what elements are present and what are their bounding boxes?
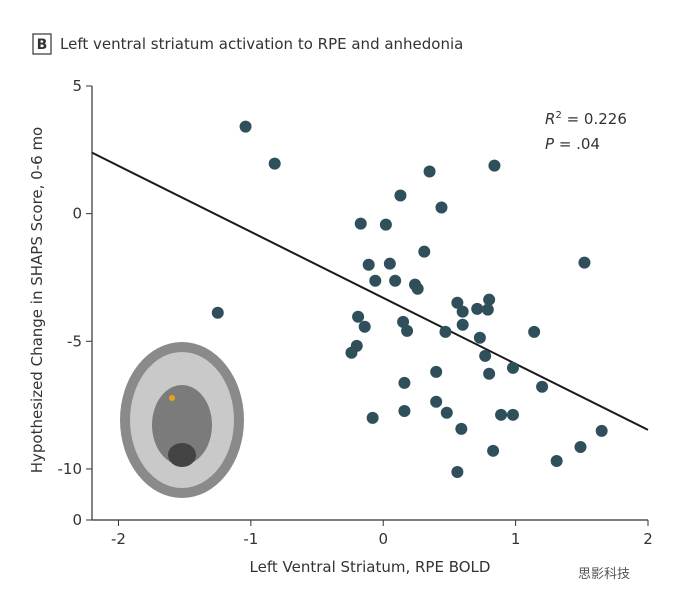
annotation: P = .04 bbox=[545, 135, 600, 153]
point bbox=[211, 306, 224, 319]
annotation-text: = .04 bbox=[554, 135, 600, 153]
x-axis-label: Left Ventral Striatum, RPE BOLD bbox=[250, 558, 491, 576]
point bbox=[345, 346, 358, 359]
point bbox=[362, 258, 375, 271]
point bbox=[430, 365, 443, 378]
point bbox=[398, 376, 411, 389]
point bbox=[398, 404, 411, 417]
point bbox=[369, 274, 382, 287]
y-tick-label: 5 bbox=[72, 77, 82, 95]
point bbox=[394, 189, 407, 202]
brain-image bbox=[120, 342, 244, 498]
point bbox=[358, 320, 371, 333]
point bbox=[411, 282, 424, 295]
point bbox=[435, 201, 448, 214]
point bbox=[479, 349, 492, 362]
x-tick-label: -2 bbox=[111, 530, 126, 548]
point bbox=[506, 361, 519, 374]
point bbox=[506, 408, 519, 421]
annotation-text: = 0.226 bbox=[562, 110, 627, 128]
annotation-var: P bbox=[545, 135, 555, 153]
point bbox=[389, 274, 402, 287]
point bbox=[550, 455, 563, 468]
chart-title: Left ventral striatum activation to RPE … bbox=[60, 35, 463, 53]
point bbox=[401, 324, 414, 337]
annotation-sup: 2 bbox=[555, 110, 561, 121]
y-tick-label: -10 bbox=[58, 460, 83, 478]
point bbox=[440, 406, 453, 419]
point bbox=[456, 305, 469, 318]
point bbox=[451, 466, 464, 479]
fit-line bbox=[91, 151, 649, 431]
point bbox=[487, 444, 500, 457]
y-tick-label: -5 bbox=[67, 332, 82, 350]
point bbox=[383, 257, 396, 270]
point bbox=[481, 303, 494, 316]
point bbox=[483, 293, 496, 306]
point bbox=[354, 217, 367, 230]
annotation-var: R bbox=[545, 110, 555, 128]
point bbox=[473, 331, 486, 344]
point bbox=[595, 424, 608, 437]
point bbox=[439, 325, 452, 338]
y-tick-label: 0 bbox=[72, 205, 82, 223]
point bbox=[483, 367, 496, 380]
x-tick-label: 0 bbox=[378, 530, 388, 548]
point bbox=[528, 325, 541, 338]
x-tick-label: -1 bbox=[243, 530, 258, 548]
point bbox=[430, 395, 443, 408]
point bbox=[451, 296, 464, 309]
point bbox=[423, 165, 436, 178]
point bbox=[488, 159, 501, 172]
point bbox=[366, 411, 379, 424]
point bbox=[456, 318, 469, 331]
x-tick-label: 1 bbox=[511, 530, 521, 548]
x-tick-label: 2 bbox=[643, 530, 653, 548]
watermark: 思影科技 bbox=[578, 567, 630, 582]
y-axis-label: Hypothesized Change in SHAPS Score, 0-6 … bbox=[28, 127, 46, 474]
point bbox=[352, 310, 365, 323]
y-tick-label: 0 bbox=[72, 511, 82, 529]
point bbox=[574, 440, 587, 453]
point bbox=[455, 422, 468, 435]
point bbox=[239, 120, 252, 133]
point bbox=[471, 302, 484, 315]
annotation: R2 = 0.226 bbox=[545, 110, 627, 128]
point bbox=[536, 380, 549, 393]
panel-label: B bbox=[37, 37, 48, 53]
point bbox=[268, 157, 281, 170]
point bbox=[578, 256, 591, 269]
panel-box bbox=[32, 33, 52, 55]
point bbox=[379, 218, 392, 231]
point bbox=[495, 408, 508, 421]
point bbox=[418, 245, 431, 258]
point bbox=[397, 315, 410, 328]
